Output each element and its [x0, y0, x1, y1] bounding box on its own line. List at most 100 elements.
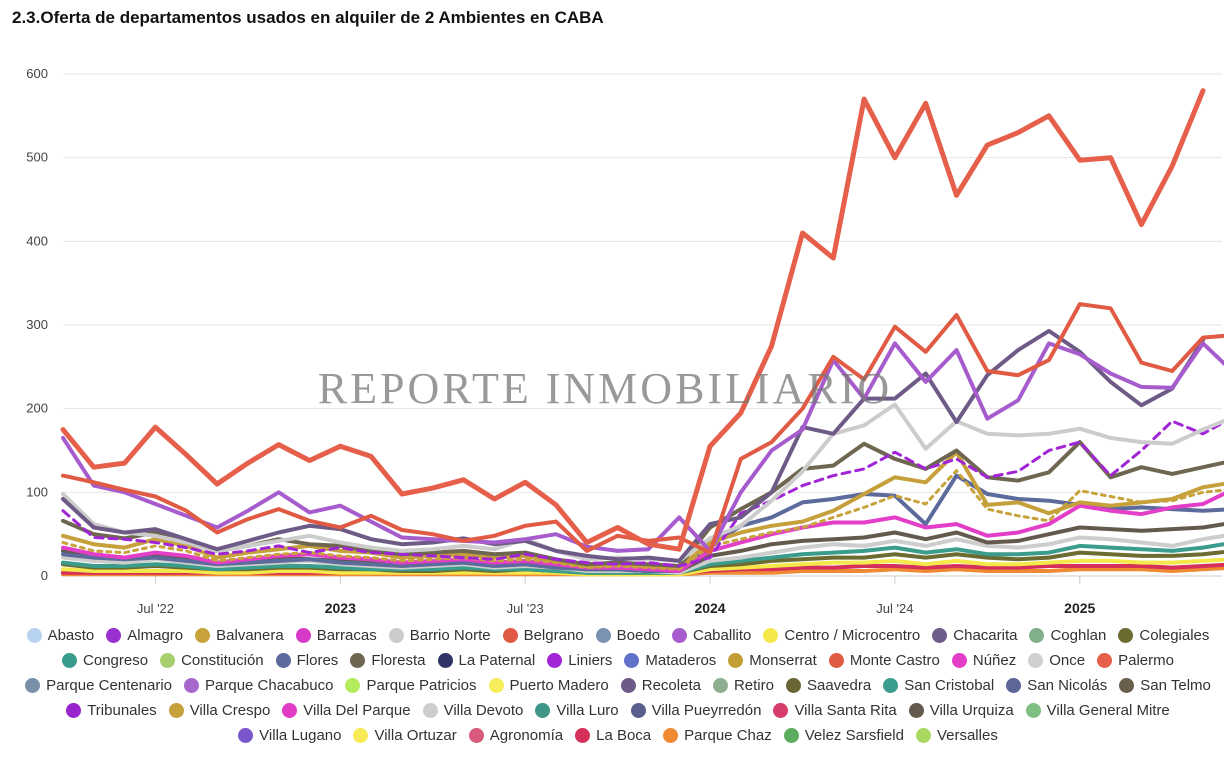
legend-item[interactable]: Villa Santa Rita [773, 700, 897, 721]
legend-marker-icon [1118, 628, 1134, 643]
legend-label: Palermo [1118, 652, 1174, 669]
x-tick-label: 2024 [694, 600, 725, 616]
legend-item[interactable]: Parque Centenario [25, 675, 172, 696]
legend-item[interactable]: La Paternal [437, 650, 535, 671]
legend-label: Villa Crespo [189, 702, 271, 719]
legend-item[interactable]: Mataderos [624, 650, 716, 671]
legend-item[interactable]: Floresta [350, 650, 426, 671]
legend-marker-icon [345, 678, 361, 693]
legend-marker-icon [282, 703, 298, 718]
legend-item[interactable]: La Boca [575, 725, 651, 746]
legend-item[interactable]: Velez Sarsfield [783, 725, 904, 746]
legend-item[interactable]: Flores [275, 650, 339, 671]
y-tick-label: 100 [26, 484, 48, 499]
legend-item[interactable]: Núñez [951, 650, 1017, 671]
legend-marker-icon [728, 653, 744, 668]
legend-item[interactable]: Once [1028, 650, 1085, 671]
legend-item[interactable]: Parque Chacabuco [184, 675, 333, 696]
legend-item[interactable]: Parque Patricios [345, 675, 477, 696]
legend-marker-icon [535, 703, 551, 718]
legend-marker-icon [915, 728, 931, 743]
series-line-belgrano[interactable] [61, 302, 1224, 555]
legend-marker-icon [184, 678, 200, 693]
legend-item[interactable]: Recoleta [620, 675, 701, 696]
legend-item[interactable]: San Telmo [1119, 675, 1211, 696]
legend-marker-icon [388, 628, 404, 643]
legend-marker-icon [620, 678, 636, 693]
legend-item[interactable]: Villa Ortuzar [353, 725, 457, 746]
legend-item[interactable]: Versalles [915, 725, 998, 746]
legend-item[interactable]: Colegiales [1118, 625, 1209, 646]
legend-item[interactable]: Villa Pueyrredón [630, 700, 761, 721]
legend-item[interactable]: Barrio Norte [388, 625, 491, 646]
legend-item[interactable]: Centro / Microcentro [763, 625, 920, 646]
legend-label: Velez Sarsfield [804, 727, 904, 744]
series-line-n-ez[interactable] [61, 489, 1224, 573]
legend-label: Villa General Mitre [1046, 702, 1170, 719]
legend-item[interactable]: Balvanera [195, 625, 284, 646]
legend-item[interactable]: Chacarita [932, 625, 1017, 646]
legend-item[interactable]: Coghlan [1029, 625, 1106, 646]
legend-item[interactable]: Boedo [595, 625, 660, 646]
series-line-barrio-norte[interactable] [61, 402, 1224, 563]
legend-label: Recoleta [641, 677, 701, 694]
legend-item[interactable]: Puerto Madero [488, 675, 609, 696]
watermark-text: REPORTE INMOBILIARIO [318, 364, 892, 413]
legend-marker-icon [663, 728, 679, 743]
legend-marker-icon [1006, 678, 1022, 693]
legend-marker-icon [25, 678, 41, 693]
legend-marker-icon [106, 628, 122, 643]
legend-label: Congreso [83, 652, 149, 669]
legend-marker-icon [62, 653, 78, 668]
series-line-balvanera[interactable] [61, 469, 1224, 571]
x-tick-label: 2025 [1064, 600, 1095, 616]
y-tick-label: 200 [26, 401, 48, 416]
legend-marker-icon [26, 628, 42, 643]
legend-item[interactable]: Villa Luro [535, 700, 619, 721]
legend-item[interactable]: Palermo [1097, 650, 1174, 671]
legend-marker-icon [502, 628, 518, 643]
legend-item[interactable]: Villa Urquiza [908, 700, 1014, 721]
legend-label: Constitución [181, 652, 264, 669]
legend-item[interactable]: Barracas [295, 625, 377, 646]
legend-label: Monserrat [749, 652, 817, 669]
legend-item[interactable]: Belgrano [502, 625, 584, 646]
legend-item[interactable]: Villa Del Parque [282, 700, 411, 721]
legend-item[interactable]: Villa General Mitre [1025, 700, 1170, 721]
legend-label: Flores [296, 652, 339, 669]
legend-item[interactable]: Villa Lugano [238, 725, 341, 746]
legend-label: Villa Ortuzar [374, 727, 457, 744]
legend-marker-icon [66, 703, 82, 718]
series-line-palermo[interactable] [60, 88, 1206, 552]
series-line-recoleta[interactable] [61, 328, 1205, 563]
x-tick-label: Jul '24 [876, 601, 913, 616]
legend-item[interactable]: Saavedra [785, 675, 871, 696]
legend-marker-icon [624, 653, 640, 668]
legend-item[interactable]: Caballito [672, 625, 751, 646]
series-line-liniers[interactable] [61, 417, 1224, 568]
legend-item[interactable]: Almagro [106, 625, 183, 646]
legend-item[interactable]: Parque Chaz [663, 725, 772, 746]
legend-item[interactable]: Retiro [712, 675, 774, 696]
legend-label: Núñez [972, 652, 1017, 669]
legend-item[interactable]: Agronomía [468, 725, 563, 746]
legend-item[interactable]: Abasto [26, 625, 94, 646]
legend-item[interactable]: Monserrat [728, 650, 817, 671]
legend-item[interactable]: Constitución [160, 650, 264, 671]
legend-item[interactable]: Villa Devoto [422, 700, 523, 721]
series-line-caballito[interactable] [61, 341, 1224, 553]
legend-item[interactable]: Liniers [547, 650, 612, 671]
legend-item[interactable]: Congreso [62, 650, 148, 671]
legend-item[interactable]: San Cristobal [883, 675, 994, 696]
legend-item[interactable]: Monte Castro [828, 650, 940, 671]
legend-label: Barracas [316, 627, 377, 644]
legend-item[interactable]: San Nicolás [1006, 675, 1107, 696]
legend-marker-icon [1028, 653, 1044, 668]
legend-marker-icon [275, 653, 291, 668]
legend-marker-icon [547, 653, 563, 668]
legend-marker-icon [422, 703, 438, 718]
x-tick-label: Jul '22 [137, 601, 174, 616]
legend-item[interactable]: Villa Crespo [168, 700, 271, 721]
legend-label: Parque Centenario [46, 677, 173, 694]
legend-item[interactable]: Tribunales [66, 700, 157, 721]
